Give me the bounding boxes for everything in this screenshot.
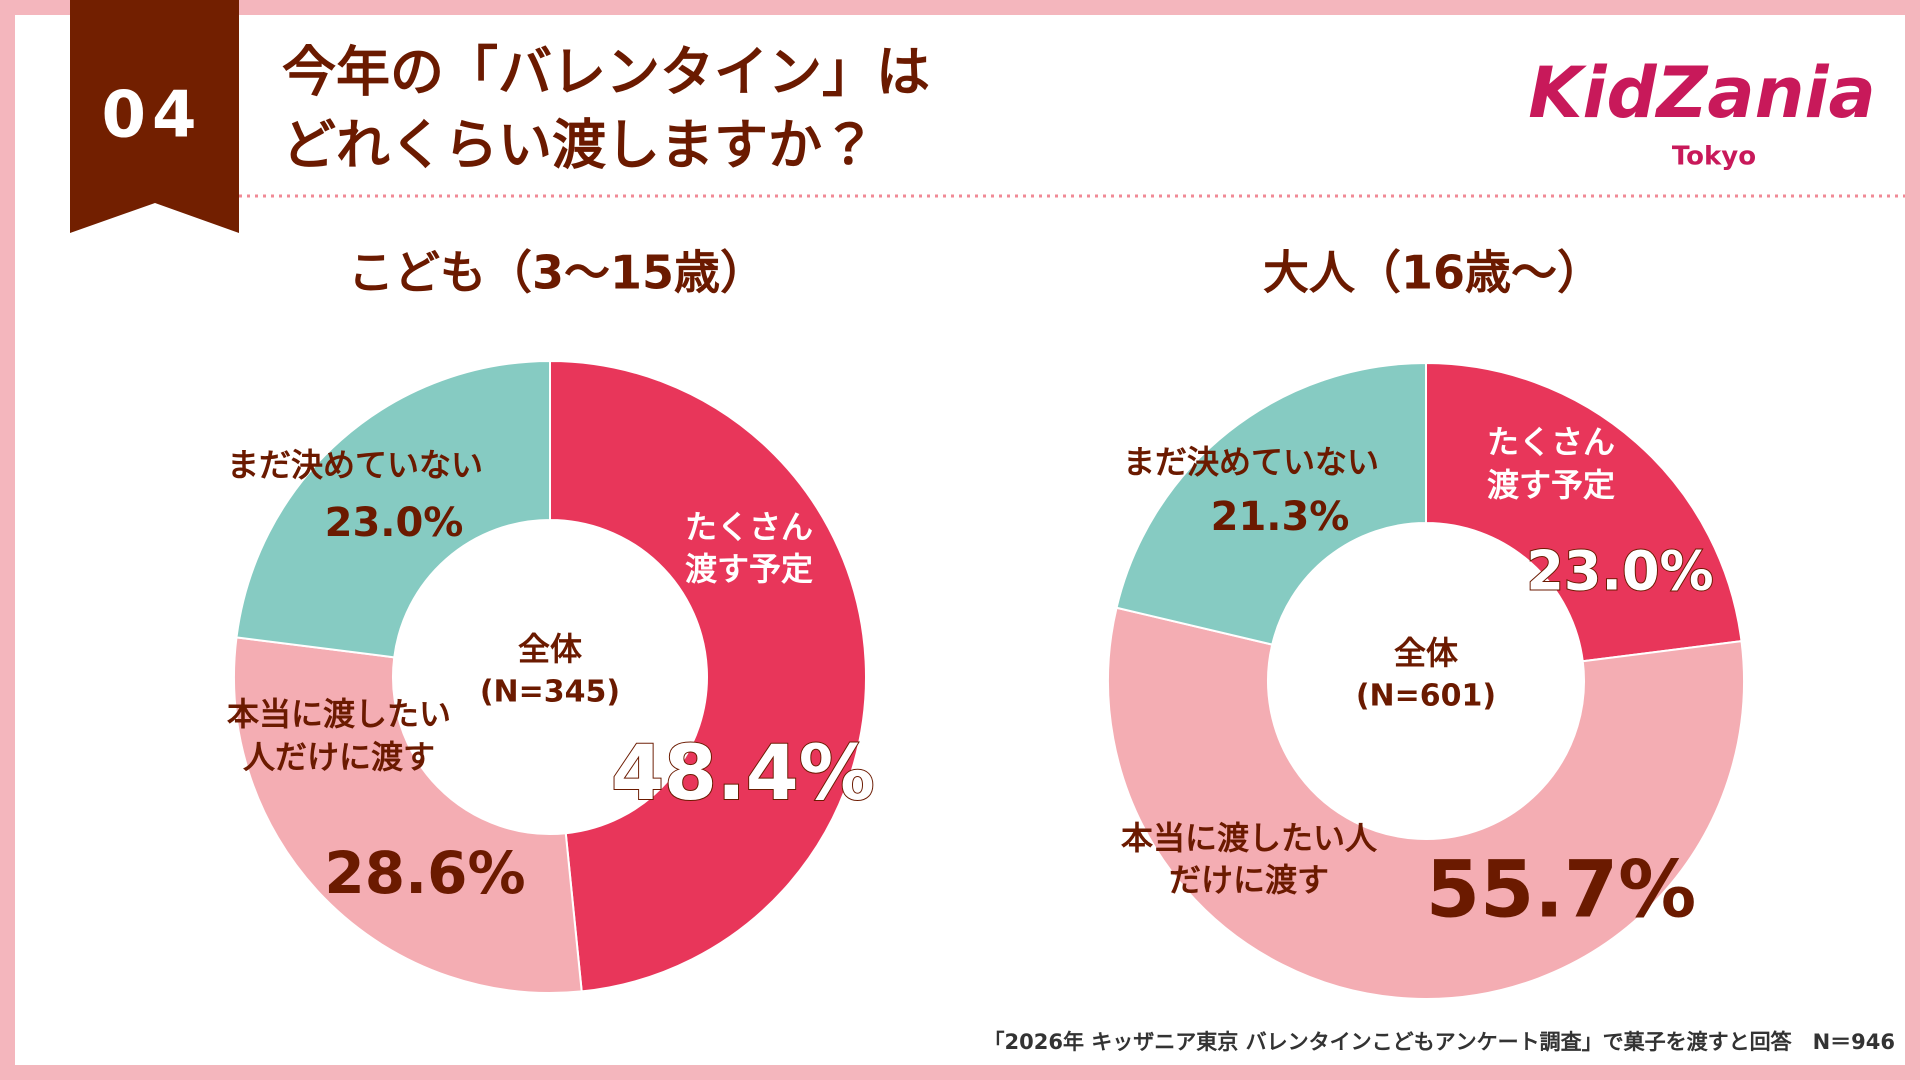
logo: KidZania [1528, 52, 1875, 134]
donut-slice [233, 636, 583, 994]
slice-label: たくさん [1487, 423, 1615, 461]
chart-title: 大人（16歳～） [1263, 246, 1603, 300]
center-sub: (N=601) [1356, 679, 1496, 714]
slice-label: 渡す予定 [685, 550, 813, 588]
slice-label: 渡す予定 [1487, 466, 1615, 504]
slice-label: 本当に渡したい人 [1121, 819, 1378, 857]
value-label: 21.3% [1211, 494, 1350, 540]
logo-sub: Tokyo [1672, 142, 1756, 172]
title-line: 今年の「バレンタイン」は [282, 41, 930, 104]
number-banner [70, 0, 239, 233]
slice-label: 人だけに渡す [243, 738, 435, 776]
slice-label: まだ決めていない [1123, 443, 1379, 481]
value-label: 55.7% [1426, 845, 1697, 935]
section-number: 04 [101, 79, 202, 153]
donut-slice [1115, 361, 1427, 646]
slice-label: たくさん [685, 508, 813, 546]
center-sub: (N=345) [480, 675, 620, 710]
value-label: 23.0% [325, 500, 464, 546]
value-label: 23.0% [1526, 540, 1713, 603]
donut-slice [1425, 361, 1743, 663]
donut-slice [549, 359, 867, 993]
center-label: 全体 [1394, 634, 1458, 672]
footnote: 「2026年 キッザニア東京 バレンタインこどもアンケート調査」で菓子を渡すと回… [984, 1030, 1895, 1054]
chart-title: こども（3～15歳） [348, 246, 766, 300]
value-label: 48.4% [611, 728, 875, 817]
title-line: どれくらい渡しますか？ [282, 114, 876, 177]
center-label: 全体 [518, 630, 582, 668]
value-label: 28.6% [324, 839, 525, 907]
slice-label: 本当に渡したい [227, 695, 451, 733]
donut-slice [1106, 606, 1745, 1000]
slice-label: まだ決めていない [227, 446, 483, 484]
donut-slice [235, 359, 551, 659]
slice-label: だけに渡す [1169, 861, 1329, 899]
